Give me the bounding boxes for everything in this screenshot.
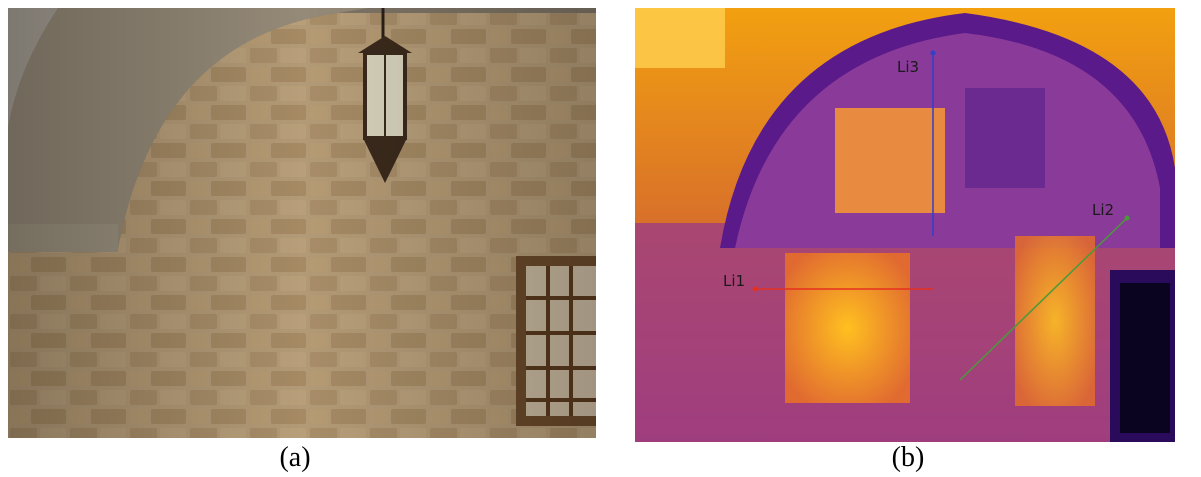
photo-panel-thermal: Li3 Li1 Li2 — [635, 8, 1175, 442]
photo-panel-visible — [8, 8, 596, 438]
caption-a: (a) — [279, 442, 311, 473]
caption-b: (b) — [891, 442, 925, 473]
label-li1: Li1 — [723, 272, 745, 290]
label-li2: Li2 — [1092, 201, 1114, 219]
visible-photo — [8, 8, 596, 438]
thermal-photo: Li3 Li1 Li2 — [635, 8, 1175, 442]
label-li3: Li3 — [897, 58, 919, 76]
line-li2 — [959, 217, 1128, 381]
